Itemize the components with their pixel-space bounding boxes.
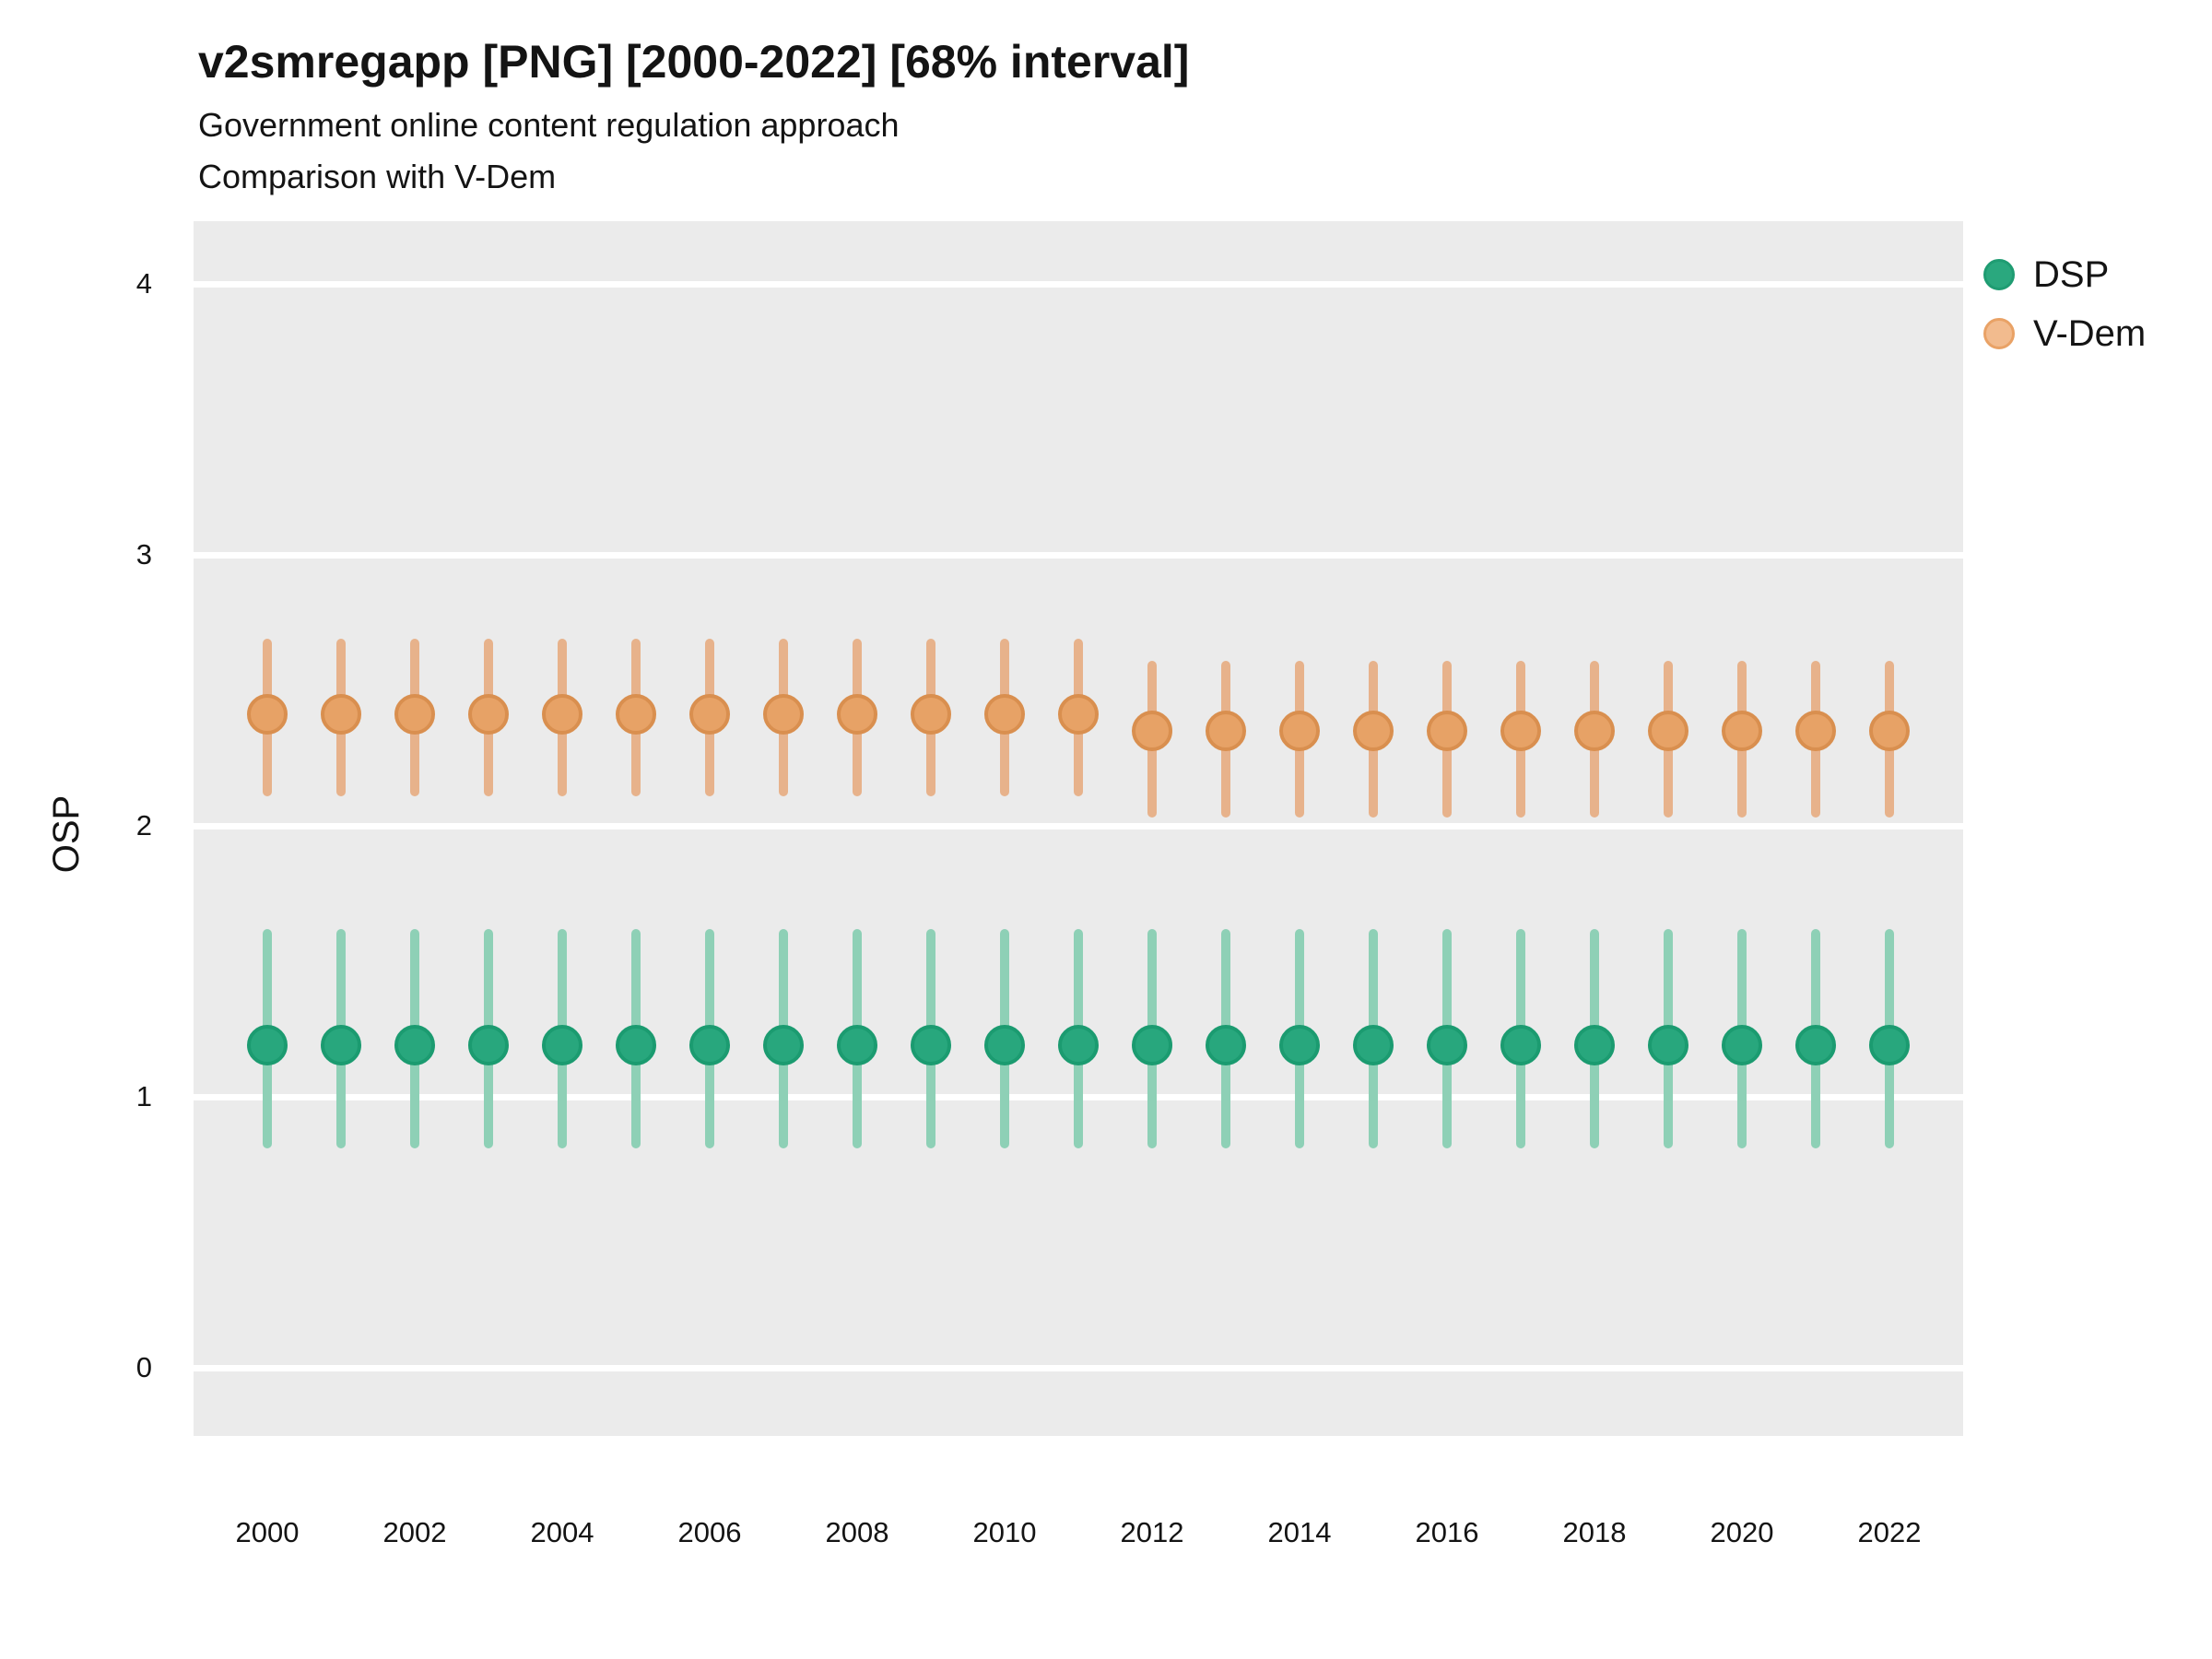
data-point-v-dem-2014	[1279, 711, 1320, 752]
data-point-v-dem-2016	[1427, 711, 1467, 752]
data-point-v-dem-2010	[984, 694, 1025, 735]
x-tick-label-2006: 2006	[677, 1516, 742, 1548]
data-point-v-dem-2015	[1353, 711, 1394, 752]
data-point-dsp-2010	[984, 1025, 1025, 1066]
legend-label-dsp: DSP	[2033, 253, 2110, 295]
data-point-dsp-2020	[1722, 1025, 1762, 1066]
data-point-v-dem-2003	[468, 694, 509, 735]
data-point-dsp-2014	[1279, 1025, 1320, 1066]
data-point-dsp-2000	[247, 1025, 288, 1066]
chart-title: v2smregapp [PNG] [2000-2022] [68% interv…	[198, 36, 1190, 88]
data-point-v-dem-2006	[689, 694, 730, 735]
data-point-v-dem-2008	[837, 694, 877, 735]
data-point-dsp-2013	[1206, 1025, 1246, 1066]
x-tick-label-2014: 2014	[1267, 1516, 1332, 1548]
x-tick-label-2018: 2018	[1562, 1516, 1627, 1548]
data-point-v-dem-2009	[911, 694, 951, 735]
data-point-dsp-2019	[1648, 1025, 1688, 1066]
data-point-v-dem-2005	[616, 694, 656, 735]
data-point-dsp-2016	[1427, 1025, 1467, 1066]
data-point-dsp-2017	[1500, 1025, 1541, 1066]
x-tick-label-2000: 2000	[235, 1516, 300, 1548]
data-point-dsp-2003	[468, 1025, 509, 1066]
data-point-dsp-2008	[837, 1025, 877, 1066]
data-point-v-dem-2011	[1058, 694, 1099, 735]
x-tick-label-2002: 2002	[382, 1516, 447, 1548]
data-point-dsp-2021	[1795, 1025, 1836, 1066]
data-point-dsp-2007	[763, 1025, 804, 1066]
data-point-dsp-2018	[1574, 1025, 1615, 1066]
y-tick-label-1: 1	[135, 1080, 152, 1112]
y-tick-label-0: 0	[135, 1351, 152, 1383]
data-point-dsp-2012	[1132, 1025, 1172, 1066]
data-point-v-dem-2017	[1500, 711, 1541, 752]
gridline-y-0	[194, 1365, 1963, 1371]
data-point-dsp-2004	[542, 1025, 582, 1066]
legend: DSP V-Dem	[1983, 245, 2146, 363]
data-point-v-dem-2021	[1795, 711, 1836, 752]
x-tick-label-2016: 2016	[1415, 1516, 1479, 1548]
data-point-dsp-2005	[616, 1025, 656, 1066]
data-point-v-dem-2004	[542, 694, 582, 735]
data-point-v-dem-2022	[1869, 711, 1910, 752]
x-tick-label-2004: 2004	[530, 1516, 594, 1548]
x-tick-label-2020: 2020	[1710, 1516, 1774, 1548]
plot-panel	[194, 221, 1963, 1436]
legend-item-v-dem: V-Dem	[1983, 304, 2146, 363]
data-point-v-dem-2000	[247, 694, 288, 735]
y-tick-label-4: 4	[135, 267, 152, 300]
chart-subtitle: Government online content regulation app…	[198, 106, 900, 144]
data-point-v-dem-2007	[763, 694, 804, 735]
legend-item-dsp: DSP	[1983, 245, 2146, 304]
data-point-dsp-2006	[689, 1025, 730, 1066]
data-point-dsp-2002	[394, 1025, 435, 1066]
data-point-dsp-2011	[1058, 1025, 1099, 1066]
data-point-dsp-2009	[911, 1025, 951, 1066]
data-point-v-dem-2019	[1648, 711, 1688, 752]
x-tick-label-2010: 2010	[972, 1516, 1037, 1548]
data-point-v-dem-2013	[1206, 711, 1246, 752]
x-tick-label-2022: 2022	[1857, 1516, 1922, 1548]
data-point-v-dem-2002	[394, 694, 435, 735]
data-point-v-dem-2012	[1132, 711, 1172, 752]
legend-dot-dsp	[1983, 259, 2015, 290]
data-point-v-dem-2001	[321, 694, 361, 735]
data-point-dsp-2022	[1869, 1025, 1910, 1066]
data-point-dsp-2015	[1353, 1025, 1394, 1066]
x-tick-label-2012: 2012	[1120, 1516, 1184, 1548]
legend-label-v-dem: V-Dem	[2033, 312, 2147, 354]
data-point-v-dem-2020	[1722, 711, 1762, 752]
data-point-v-dem-2018	[1574, 711, 1615, 752]
gridline-y-3	[194, 552, 1963, 559]
gridline-y-2	[194, 823, 1963, 830]
x-tick-label-2008: 2008	[825, 1516, 889, 1548]
gridline-y-4	[194, 281, 1963, 288]
y-tick-label-2: 2	[135, 809, 152, 841]
legend-dot-v-dem	[1983, 318, 2015, 349]
y-tick-label-3: 3	[135, 538, 152, 571]
data-point-dsp-2001	[321, 1025, 361, 1066]
chart-subtitle-line2: Comparison with V-Dem	[198, 158, 557, 195]
